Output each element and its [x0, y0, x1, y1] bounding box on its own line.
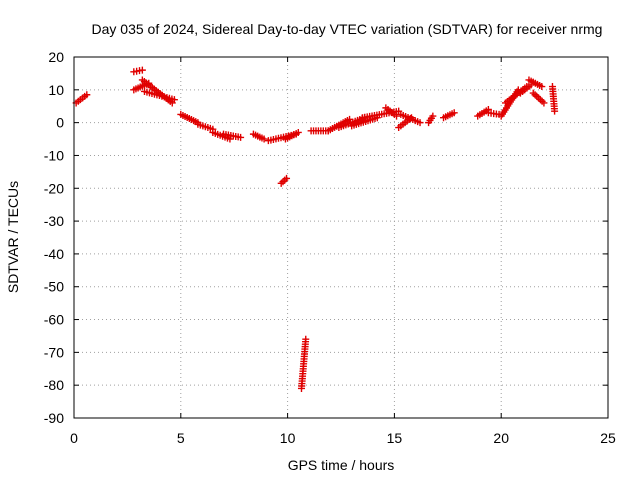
y-axis-label: SDTVAR / TECUs	[5, 181, 21, 293]
data-point	[170, 96, 178, 104]
data-point	[83, 91, 91, 99]
x-tick-label: 15	[387, 430, 403, 446]
data-point	[283, 174, 291, 182]
y-tick-label: 20	[48, 49, 64, 65]
x-axis-label: GPS time / hours	[288, 457, 395, 473]
y-tick-label: 10	[48, 82, 64, 98]
data-point	[551, 107, 559, 115]
data-point	[294, 128, 302, 136]
data-point	[429, 112, 437, 120]
data-point	[302, 335, 310, 343]
y-tick-label: -60	[44, 312, 64, 328]
y-tick-label: -40	[44, 246, 64, 262]
y-tick-label: -80	[44, 377, 64, 393]
x-tick-label: 25	[600, 430, 616, 446]
data-point	[450, 109, 458, 117]
data-points	[72, 66, 559, 392]
y-tick-label: -30	[44, 213, 64, 229]
grid-lines	[74, 57, 608, 418]
data-point	[538, 83, 546, 91]
data-point	[138, 66, 146, 74]
y-tick-label: -10	[44, 147, 64, 163]
data-point	[393, 112, 401, 120]
data-point	[540, 99, 548, 107]
y-tick-label: -70	[44, 344, 64, 360]
y-tick-label: -50	[44, 279, 64, 295]
x-tick-label: 5	[177, 430, 185, 446]
data-point	[260, 135, 268, 143]
x-tick-label: 20	[493, 430, 509, 446]
data-point	[237, 133, 245, 141]
plot-frame	[73, 56, 609, 419]
chart-title: Day 035 of 2024, Sidereal Day-to-day VTE…	[92, 21, 603, 37]
y-tick-label: -20	[44, 180, 64, 196]
x-tick-label: 0	[70, 430, 78, 446]
y-tick-label: 0	[56, 115, 64, 131]
x-tick-label: 10	[280, 430, 296, 446]
data-point	[226, 135, 234, 143]
axis-ticks: 20 10 0 -10 -20 -30 -40 -50 -60 -70 -80 -90 0 5 10 15 20…	[44, 49, 616, 446]
data-point	[416, 119, 424, 127]
y-tick-label: -90	[44, 410, 64, 426]
